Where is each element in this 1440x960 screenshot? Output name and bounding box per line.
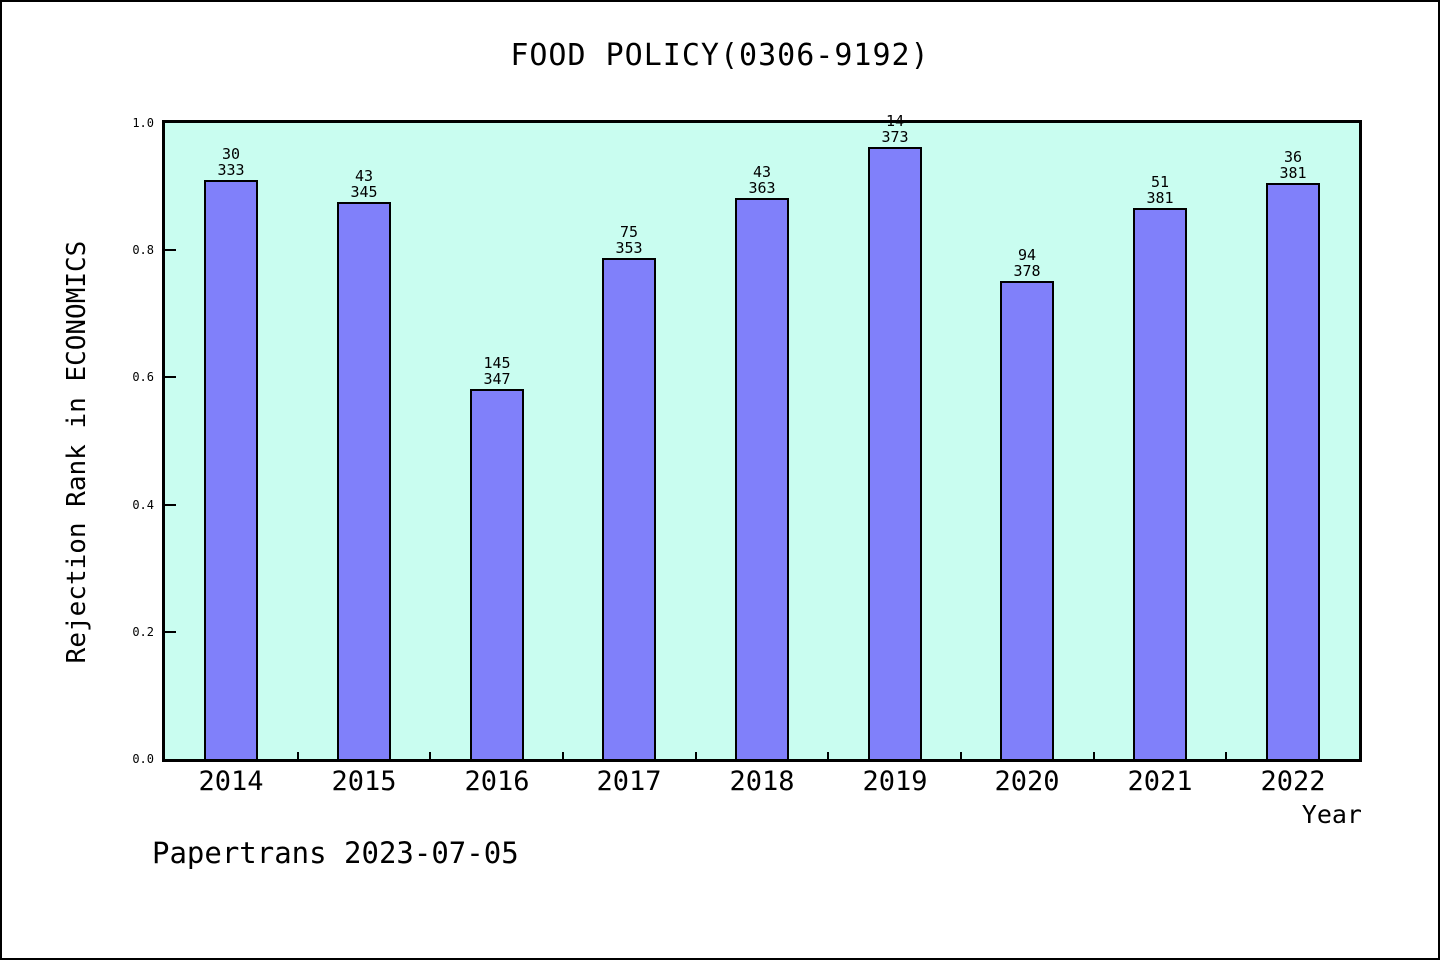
bar-2017 bbox=[602, 258, 656, 759]
bar-2021 bbox=[1133, 208, 1187, 759]
x-tick-label-2014: 2014 bbox=[198, 766, 264, 797]
y-tick bbox=[165, 376, 176, 378]
bar-value-label-2017: 75 353 bbox=[615, 223, 643, 257]
x-minor-tick bbox=[827, 752, 829, 759]
x-minor-tick bbox=[429, 752, 431, 759]
x-tick-label-2018: 2018 bbox=[729, 766, 795, 797]
bar-2022 bbox=[1266, 183, 1320, 759]
y-tick-label-0.2: 0.2 bbox=[132, 625, 154, 639]
y-tick-label-0.6: 0.6 bbox=[132, 370, 154, 384]
y-tick-label-0.0: 0.0 bbox=[132, 752, 154, 766]
bar-value-label-2019: 14 373 bbox=[881, 112, 909, 146]
y-tick-label-1.0: 1.0 bbox=[132, 116, 154, 130]
chart-title: FOOD POLICY(0306-9192) bbox=[510, 38, 930, 73]
x-minor-tick bbox=[960, 752, 962, 759]
y-axis-title: Rejection Rank in ECONOMICS bbox=[62, 240, 92, 664]
bar-2015 bbox=[337, 202, 391, 759]
x-axis-title: Year bbox=[1301, 800, 1362, 829]
x-tick-label-2022: 2022 bbox=[1260, 766, 1326, 797]
bar-value-label-2016: 145 347 bbox=[483, 354, 511, 388]
plot-area: 30 333 43 345 145 347 75 353 43 363 14 373 94 … bbox=[162, 113, 1362, 762]
plot-inner: 30 333 43 345 145 347 75 353 43 363 14 373 94 … bbox=[165, 113, 1359, 759]
bar-2016 bbox=[470, 389, 524, 759]
bar-value-label-2020: 94 378 bbox=[1013, 246, 1041, 280]
x-tick-label-2016: 2016 bbox=[464, 766, 530, 797]
x-tick-label-2015: 2015 bbox=[331, 766, 397, 797]
x-minor-tick bbox=[562, 752, 564, 759]
x-tick-label-2017: 2017 bbox=[596, 766, 662, 797]
x-tick-label-2021: 2021 bbox=[1127, 766, 1193, 797]
y-tick-label-0.4: 0.4 bbox=[132, 498, 154, 512]
y-tick bbox=[165, 504, 176, 506]
x-tick-label-2019: 2019 bbox=[862, 766, 928, 797]
y-tick-label-0.8: 0.8 bbox=[132, 243, 154, 257]
x-minor-tick bbox=[695, 752, 697, 759]
y-tick bbox=[165, 249, 176, 251]
bar-value-label-2021: 51 381 bbox=[1146, 173, 1174, 207]
bar-2018 bbox=[735, 198, 789, 759]
bar-value-label-2014: 30 333 bbox=[217, 145, 245, 179]
x-minor-tick bbox=[1225, 752, 1227, 759]
x-minor-tick bbox=[1093, 752, 1095, 759]
y-tick bbox=[165, 631, 176, 633]
x-minor-tick bbox=[297, 752, 299, 759]
bar-value-label-2018: 43 363 bbox=[748, 163, 776, 197]
bar-value-label-2022: 36 381 bbox=[1279, 148, 1307, 182]
bar-2020 bbox=[1000, 281, 1054, 759]
bar-2014 bbox=[204, 180, 258, 759]
bar-value-label-2015: 43 345 bbox=[350, 167, 378, 201]
x-tick-label-2020: 2020 bbox=[994, 766, 1060, 797]
bar-2019 bbox=[868, 147, 922, 759]
footer-watermark: Papertrans 2023-07-05 bbox=[152, 836, 519, 870]
